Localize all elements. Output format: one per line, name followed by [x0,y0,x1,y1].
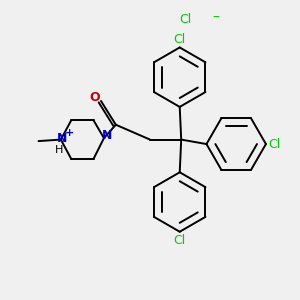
Text: Cl: Cl [174,33,186,46]
Text: Cl: Cl [174,234,186,247]
Text: –: – [212,11,219,25]
Text: N: N [57,132,68,145]
Text: N: N [102,129,112,142]
Text: Cl: Cl [269,138,281,151]
Text: +: + [65,128,74,138]
Text: O: O [89,91,100,104]
Text: Cl: Cl [179,13,192,26]
Text: H: H [55,145,64,155]
